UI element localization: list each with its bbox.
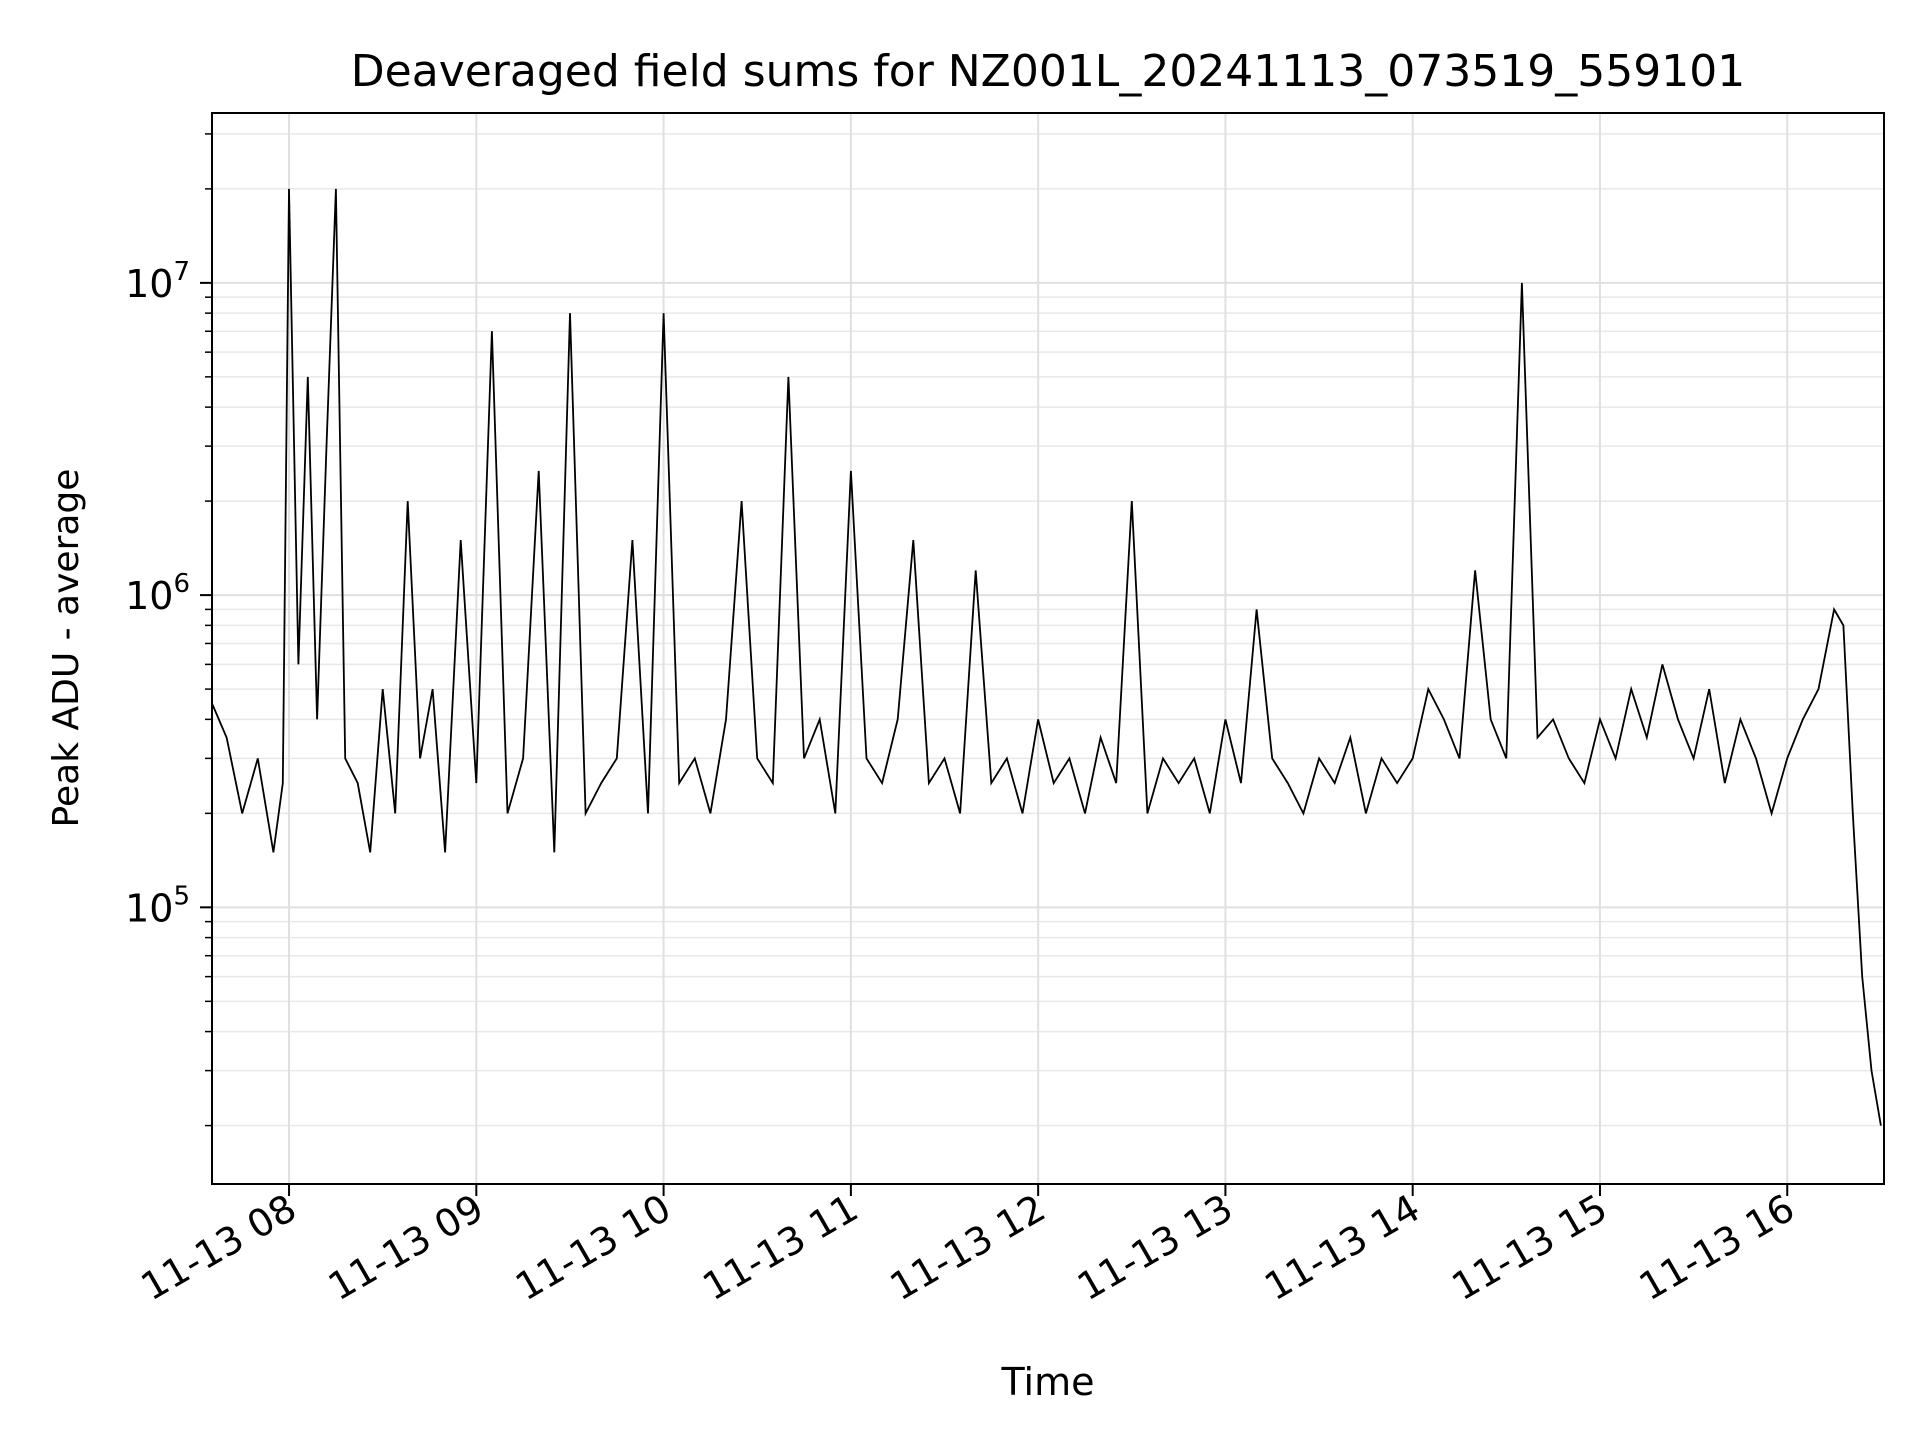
chart-title: Deaveraged field sums for NZ001L_2024111… (351, 46, 1745, 97)
major-gridlines (212, 113, 1884, 1184)
y-tick-label: 106 (125, 569, 190, 618)
series-line-group (211, 188, 1882, 1126)
y-axis-ticks: 105 106 107 (125, 133, 212, 1127)
x-axis-label: Time (1001, 1360, 1095, 1404)
y-axis-label: Peak ADU - average (46, 469, 87, 828)
plot-frame (211, 112, 1885, 1185)
y-tick-label: 107 (125, 257, 190, 306)
series-line (211, 188, 1882, 1126)
y-tick-label: 105 (125, 881, 190, 930)
